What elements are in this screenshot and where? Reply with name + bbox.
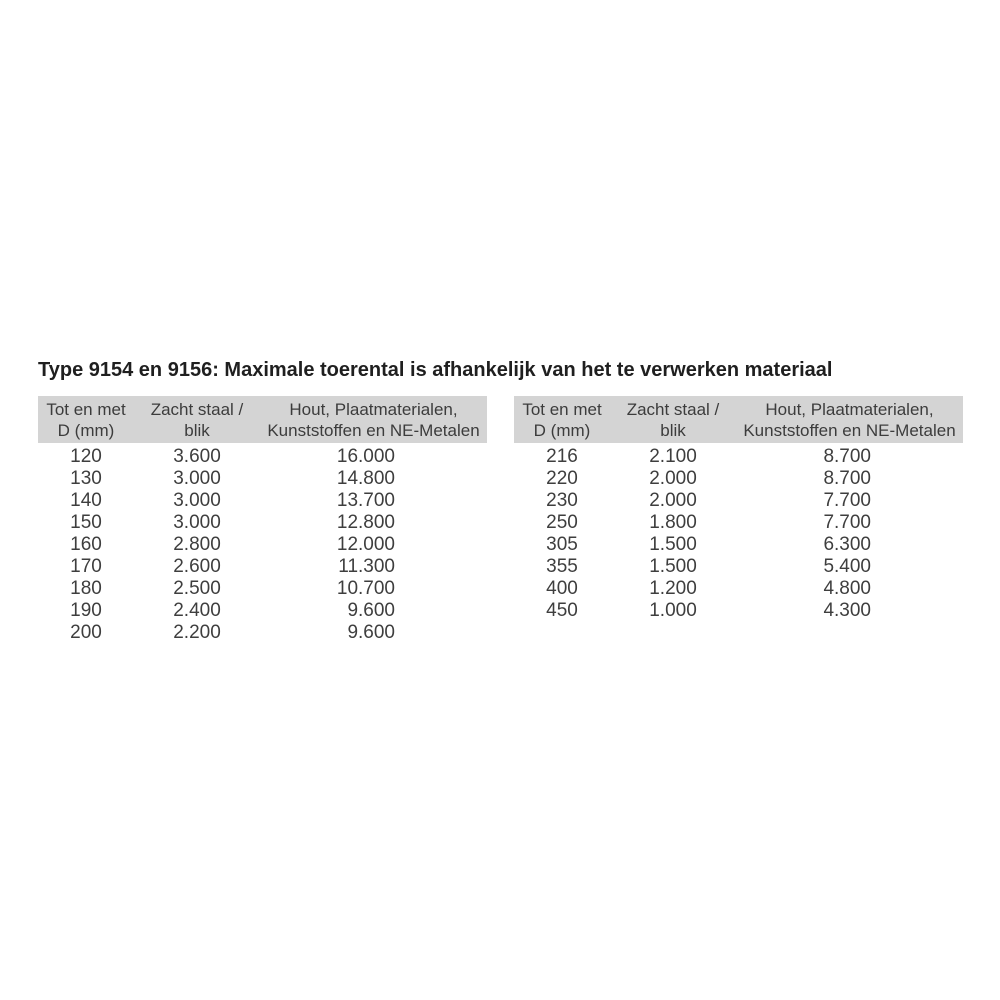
table-row: 140 3.000 13.700 bbox=[38, 490, 487, 512]
table-row: 130 3.000 14.800 bbox=[38, 468, 487, 490]
table-cell: 230 bbox=[546, 490, 578, 511]
table-cell: 2.800 bbox=[173, 534, 221, 555]
table-cell: 5.400 bbox=[823, 556, 871, 577]
column-header-steel: Zacht staal / blik bbox=[134, 396, 260, 443]
column-header-wood: Hout, Plaatmaterialen, Kunststoffen en N… bbox=[736, 396, 963, 443]
column-header-line: Kunststoffen en NE-Metalen bbox=[743, 421, 956, 440]
table-cell: 8.700 bbox=[823, 468, 871, 489]
column-header-steel: Zacht staal / blik bbox=[610, 396, 736, 443]
table-row: 355 1.500 5.400 bbox=[514, 556, 963, 578]
table-cell: 305 bbox=[546, 534, 578, 555]
table-cell: 180 bbox=[70, 578, 102, 599]
table-cell: 12.800 bbox=[336, 512, 395, 533]
column-header-line: Zacht staal / bbox=[626, 400, 720, 419]
column-header-line: Kunststoffen en NE-Metalen bbox=[267, 421, 480, 440]
column-header-line: blik bbox=[184, 421, 210, 440]
table-body: 216 2.100 8.700 220 2.000 8.700 230 2.000 7.700 2… bbox=[514, 443, 963, 622]
table-row: 160 2.800 12.000 bbox=[38, 534, 487, 556]
table-row: 120 3.600 16.000 bbox=[38, 443, 487, 468]
speed-table-right: Tot en met D (mm) Zacht staal / blik Hou… bbox=[514, 396, 963, 622]
table-cell: 170 bbox=[70, 556, 102, 577]
table-cell: 3.000 bbox=[173, 512, 221, 533]
column-header-line: Tot en met bbox=[46, 400, 126, 419]
table-row: 450 1.000 4.300 bbox=[514, 600, 963, 622]
table-cell: 355 bbox=[546, 556, 578, 577]
table-cell: 4.800 bbox=[823, 578, 871, 599]
speed-table-left: Tot en met D (mm) Zacht staal / blik Hou… bbox=[38, 396, 487, 644]
tables-row: Tot en met D (mm) Zacht staal / blik Hou… bbox=[38, 396, 964, 644]
column-header-line: Zacht staal / bbox=[150, 400, 244, 419]
column-header-line: blik bbox=[660, 421, 686, 440]
table-cell: 250 bbox=[546, 512, 578, 533]
table-cell: 1.000 bbox=[649, 600, 697, 621]
table-cell: 450 bbox=[546, 600, 578, 621]
table-cell: 2.400 bbox=[173, 600, 221, 621]
table-cell: 2.200 bbox=[173, 622, 221, 643]
column-header-diameter: Tot en met D (mm) bbox=[38, 396, 134, 443]
table-row: 190 2.400 9.600 bbox=[38, 600, 487, 622]
table-cell: 4.300 bbox=[823, 600, 871, 621]
table-cell: 9.600 bbox=[347, 622, 395, 643]
table-cell: 3.600 bbox=[173, 446, 221, 467]
column-header-wood: Hout, Plaatmaterialen, Kunststoffen en N… bbox=[260, 396, 487, 443]
table-header: Tot en met D (mm) Zacht staal / blik Hou… bbox=[38, 396, 487, 443]
table-cell: 1.800 bbox=[649, 512, 697, 533]
table-cell: 2.000 bbox=[649, 468, 697, 489]
table-cell: 130 bbox=[70, 468, 102, 489]
table-cell: 13.700 bbox=[336, 490, 395, 511]
table-cell: 3.000 bbox=[173, 468, 221, 489]
table-cell: 16.000 bbox=[336, 446, 395, 467]
table-cell: 14.800 bbox=[336, 468, 395, 489]
header-row: Tot en met D (mm) Zacht staal / blik Hou… bbox=[38, 396, 487, 443]
table-cell: 12.000 bbox=[336, 534, 395, 555]
table-cell: 1.500 bbox=[649, 534, 697, 555]
table-cell: 2.000 bbox=[649, 490, 697, 511]
table-cell: 190 bbox=[70, 600, 102, 621]
table-header: Tot en met D (mm) Zacht staal / blik Hou… bbox=[514, 396, 963, 443]
table-row: 230 2.000 7.700 bbox=[514, 490, 963, 512]
column-header-diameter: Tot en met D (mm) bbox=[514, 396, 610, 443]
table-cell: 216 bbox=[546, 446, 578, 467]
table-cell: 3.000 bbox=[173, 490, 221, 511]
table-cell: 7.700 bbox=[823, 490, 871, 511]
table-cell: 1.500 bbox=[649, 556, 697, 577]
table-cell: 200 bbox=[70, 622, 102, 643]
table-cell: 220 bbox=[546, 468, 578, 489]
table-cell: 2.100 bbox=[649, 446, 697, 467]
table-row: 250 1.800 7.700 bbox=[514, 512, 963, 534]
table-cell: 11.300 bbox=[338, 556, 395, 577]
table-row: 170 2.600 11.300 bbox=[38, 556, 487, 578]
table-row: 180 2.500 10.700 bbox=[38, 578, 487, 600]
column-header-line: D (mm) bbox=[57, 421, 115, 440]
table-row: 220 2.000 8.700 bbox=[514, 468, 963, 490]
table-cell: 7.700 bbox=[823, 512, 871, 533]
page-title: Type 9154 en 9156: Maximale toerental is… bbox=[38, 359, 833, 381]
table-cell: 120 bbox=[70, 446, 102, 467]
column-header-line: D (mm) bbox=[533, 421, 591, 440]
header-row: Tot en met D (mm) Zacht staal / blik Hou… bbox=[514, 396, 963, 443]
table-row: 400 1.200 4.800 bbox=[514, 578, 963, 600]
table-cell: 160 bbox=[70, 534, 102, 555]
table-cell: 6.300 bbox=[823, 534, 871, 555]
table-cell: 2.600 bbox=[173, 556, 221, 577]
table-cell: 10.700 bbox=[336, 578, 395, 599]
table-cell: 2.500 bbox=[173, 578, 221, 599]
table-row: 200 2.200 9.600 bbox=[38, 622, 487, 644]
table-body: 120 3.600 16.000 130 3.000 14.800 140 3.000 13.7… bbox=[38, 443, 487, 644]
table-cell: 9.600 bbox=[347, 600, 395, 621]
content-block: Type 9154 en 9156: Maximale toerental is… bbox=[38, 359, 964, 644]
table-cell: 140 bbox=[70, 490, 102, 511]
column-header-line: Tot en met bbox=[522, 400, 602, 419]
column-header-line: Hout, Plaatmaterialen, bbox=[765, 400, 934, 419]
table-cell: 8.700 bbox=[823, 446, 871, 467]
column-header-line: Hout, Plaatmaterialen, bbox=[289, 400, 458, 419]
table-row: 305 1.500 6.300 bbox=[514, 534, 963, 556]
table-row: 150 3.000 12.800 bbox=[38, 512, 487, 534]
table-cell: 400 bbox=[546, 578, 578, 599]
table-cell: 1.200 bbox=[649, 578, 697, 599]
table-cell: 150 bbox=[70, 512, 102, 533]
table-row: 216 2.100 8.700 bbox=[514, 443, 963, 468]
